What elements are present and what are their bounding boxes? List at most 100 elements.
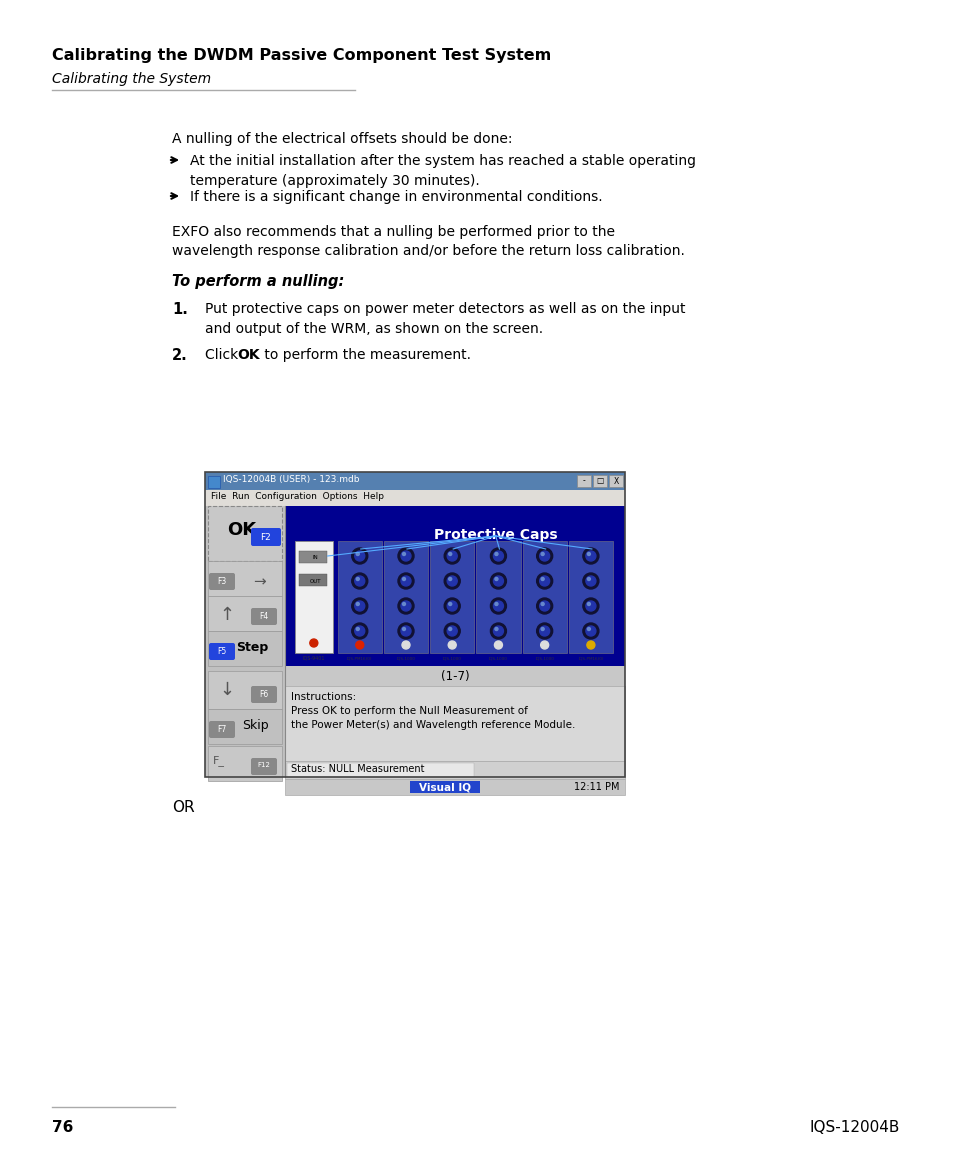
- Text: If there is a significant change in environmental conditions.: If there is a significant change in envi…: [190, 190, 602, 204]
- Text: F4: F4: [259, 612, 269, 621]
- Bar: [476, 541, 520, 653]
- Circle shape: [540, 641, 548, 649]
- Circle shape: [397, 598, 414, 614]
- Text: A nulling of the electrical offsets should be done:: A nulling of the electrical offsets shou…: [172, 132, 512, 146]
- Text: IQS-9401: IQS-9401: [302, 656, 325, 661]
- Circle shape: [448, 627, 451, 630]
- Circle shape: [352, 598, 367, 614]
- Text: (1-7): (1-7): [440, 670, 469, 683]
- Text: At the initial installation after the system has reached a stable operating
temp: At the initial installation after the sy…: [190, 154, 696, 188]
- Text: -: -: [582, 476, 585, 486]
- Circle shape: [444, 624, 459, 639]
- Circle shape: [493, 576, 503, 586]
- Circle shape: [447, 626, 456, 636]
- Circle shape: [397, 548, 414, 564]
- Circle shape: [352, 548, 367, 564]
- Circle shape: [447, 576, 456, 586]
- Text: IQS-PM16(0): IQS-PM16(0): [578, 656, 603, 659]
- Circle shape: [447, 602, 456, 611]
- Circle shape: [495, 603, 497, 605]
- FancyBboxPatch shape: [251, 758, 276, 775]
- Circle shape: [355, 603, 359, 605]
- Text: OR: OR: [172, 800, 194, 815]
- Circle shape: [490, 598, 506, 614]
- Text: 2.: 2.: [172, 348, 188, 363]
- Circle shape: [400, 602, 411, 611]
- Circle shape: [585, 576, 596, 586]
- Circle shape: [355, 551, 364, 561]
- Text: ↑: ↑: [219, 606, 234, 624]
- Text: IQS-12004B (USER) - 123.mdb: IQS-12004B (USER) - 123.mdb: [223, 475, 359, 484]
- Text: Visual IQ: Visual IQ: [418, 782, 471, 792]
- Text: Calibrating the System: Calibrating the System: [52, 72, 211, 86]
- Text: F6: F6: [259, 690, 269, 699]
- Circle shape: [587, 553, 590, 555]
- Circle shape: [355, 602, 364, 611]
- Text: Click: Click: [205, 348, 242, 362]
- Text: Press OK to perform the Null Measurement of
the Power Meter(s) and Wavelength re: Press OK to perform the Null Measurement…: [291, 706, 575, 730]
- Circle shape: [582, 624, 598, 639]
- Circle shape: [540, 627, 543, 630]
- Bar: [577, 475, 590, 487]
- Circle shape: [401, 641, 410, 649]
- Circle shape: [400, 551, 411, 561]
- FancyBboxPatch shape: [209, 643, 234, 659]
- Circle shape: [494, 641, 502, 649]
- Circle shape: [537, 624, 552, 639]
- Circle shape: [355, 577, 359, 581]
- Text: To perform a nulling:: To perform a nulling:: [172, 274, 344, 289]
- Bar: [410, 781, 479, 793]
- Circle shape: [495, 577, 497, 581]
- Bar: [205, 472, 624, 777]
- Text: IQS-PM16(0): IQS-PM16(0): [347, 656, 372, 659]
- Circle shape: [310, 639, 317, 647]
- Circle shape: [540, 577, 543, 581]
- Text: IN: IN: [313, 555, 318, 560]
- Bar: [337, 541, 381, 653]
- Text: OK: OK: [227, 522, 255, 539]
- FancyBboxPatch shape: [209, 721, 234, 738]
- Bar: [208, 630, 282, 666]
- Circle shape: [582, 598, 598, 614]
- Circle shape: [586, 641, 595, 649]
- Circle shape: [397, 573, 414, 589]
- Text: 1.: 1.: [172, 302, 188, 318]
- Text: F3: F3: [217, 577, 227, 586]
- Text: F_: F_: [213, 755, 225, 766]
- Text: 12:11 PM: 12:11 PM: [574, 782, 619, 792]
- Bar: [285, 761, 624, 779]
- Text: IQS-1000: IQS-1000: [442, 656, 461, 659]
- Circle shape: [539, 576, 549, 586]
- Text: File  Run  Configuration  Options  Help: File Run Configuration Options Help: [211, 493, 384, 501]
- Circle shape: [448, 577, 451, 581]
- Text: Status: NULL Measurement: Status: NULL Measurement: [291, 764, 424, 774]
- Bar: [205, 506, 624, 777]
- Bar: [608, 475, 622, 487]
- Text: IQS-12004B: IQS-12004B: [809, 1120, 899, 1135]
- Bar: [208, 506, 282, 561]
- Circle shape: [447, 551, 456, 561]
- Bar: [522, 541, 566, 653]
- FancyBboxPatch shape: [251, 529, 281, 546]
- Circle shape: [448, 603, 451, 605]
- Circle shape: [585, 602, 596, 611]
- Circle shape: [444, 598, 459, 614]
- Circle shape: [585, 626, 596, 636]
- Circle shape: [400, 576, 411, 586]
- Circle shape: [540, 603, 543, 605]
- Text: □: □: [596, 476, 603, 486]
- Circle shape: [587, 577, 590, 581]
- Bar: [294, 541, 333, 653]
- Circle shape: [587, 627, 590, 630]
- Bar: [285, 666, 624, 686]
- Bar: [383, 541, 428, 653]
- Text: Protective Caps: Protective Caps: [434, 529, 557, 542]
- Bar: [593, 475, 606, 487]
- Bar: [568, 541, 613, 653]
- Text: IQS-1000: IQS-1000: [535, 656, 554, 659]
- Bar: [208, 596, 282, 630]
- Circle shape: [448, 641, 456, 649]
- Text: Step: Step: [235, 641, 268, 654]
- Circle shape: [587, 603, 590, 605]
- Circle shape: [355, 626, 364, 636]
